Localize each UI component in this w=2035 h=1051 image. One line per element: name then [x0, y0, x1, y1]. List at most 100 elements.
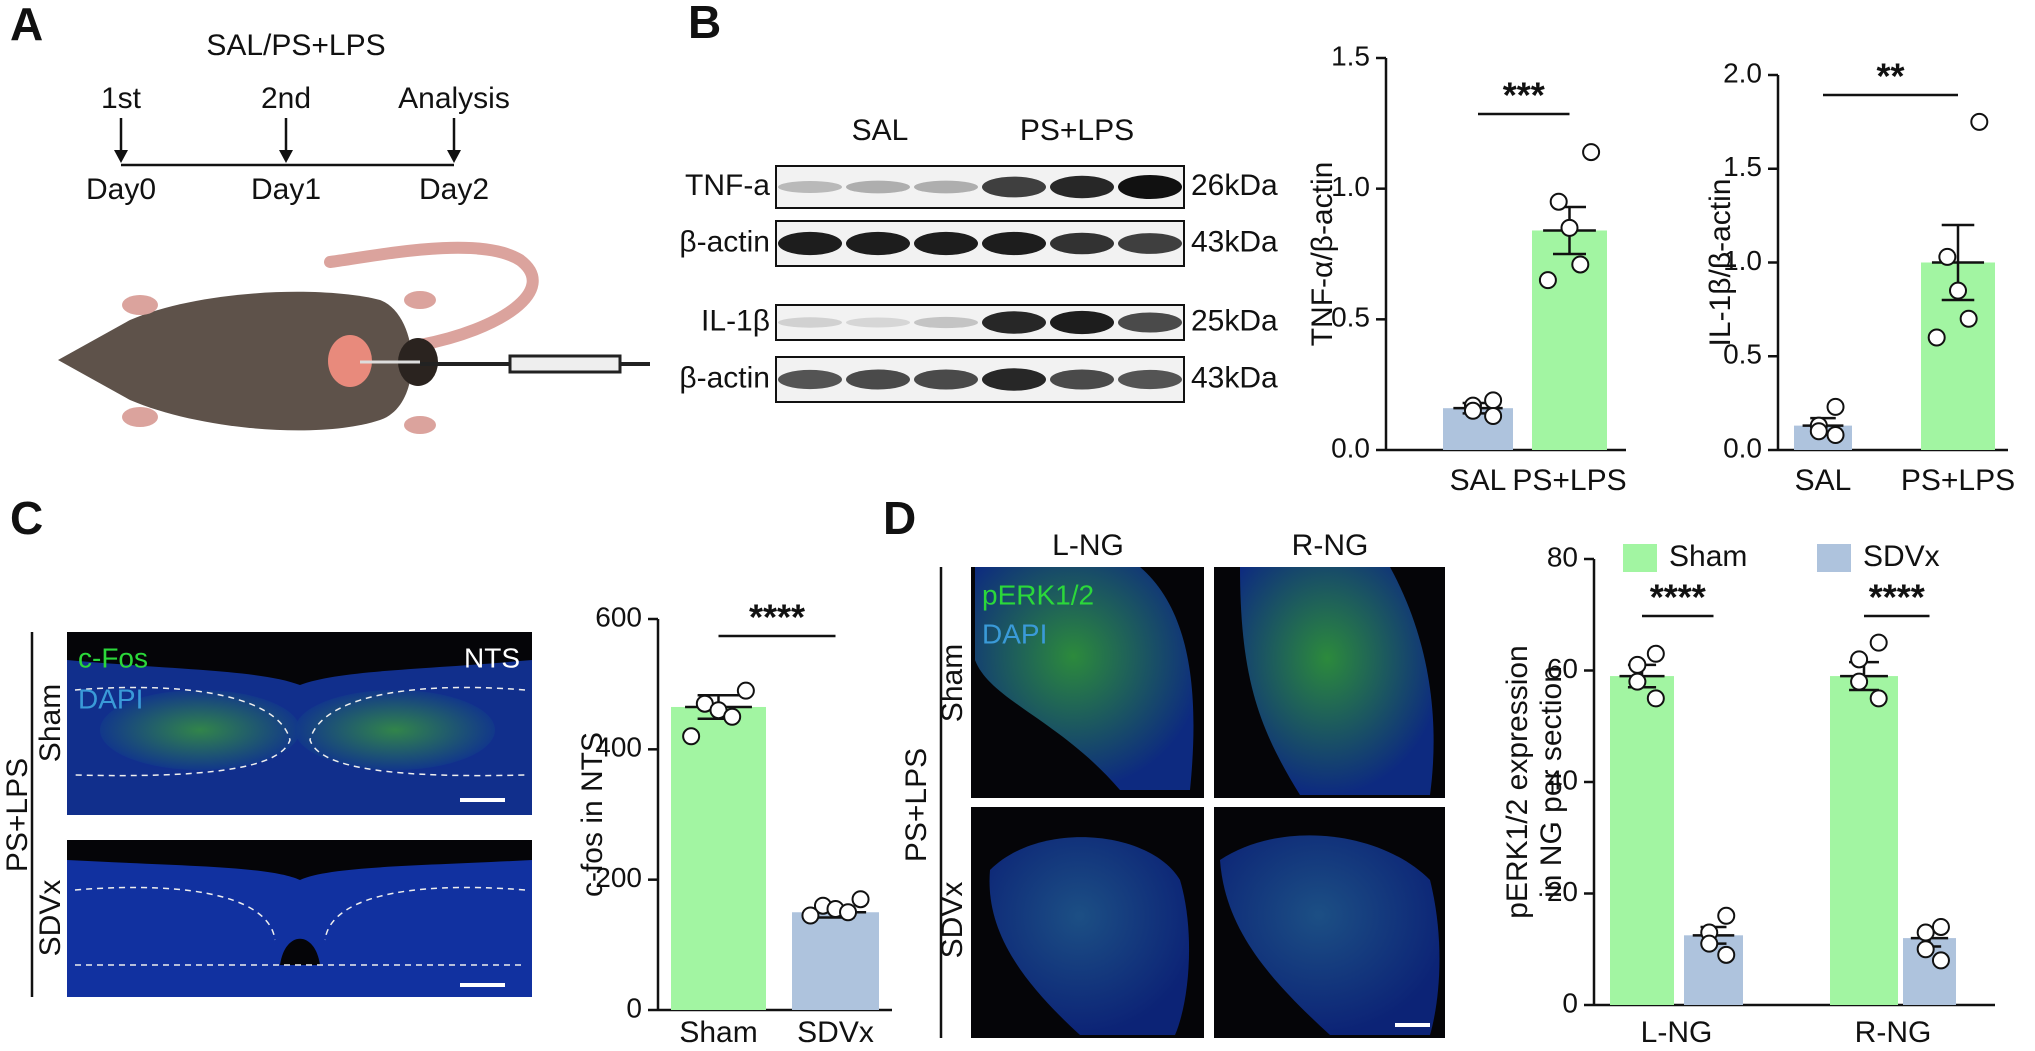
ganglion: [1220, 835, 1440, 1035]
stain-label: c-Fos: [78, 642, 148, 673]
ganglion: [1240, 567, 1434, 795]
blot-label: β-actin: [679, 225, 770, 258]
panel-label: B: [688, 0, 721, 48]
blot-group: PS+LPS: [1020, 114, 1134, 147]
bar: [1532, 230, 1607, 450]
data-point: [1484, 407, 1503, 426]
band: [914, 369, 978, 390]
stain-label: pERK1/2: [982, 579, 1094, 610]
stain-label: DAPI: [982, 618, 1047, 649]
paw: [122, 407, 158, 427]
data-point: [1646, 644, 1665, 663]
data-point: [1628, 672, 1647, 691]
day-label: Day0: [86, 173, 156, 206]
y-tick-label: 0.5: [1723, 339, 1762, 370]
data-point: [1809, 422, 1828, 441]
band: [778, 317, 842, 328]
y-tick-label: 1.0: [1723, 245, 1762, 276]
bar: [792, 912, 879, 1010]
arrow-head: [279, 150, 293, 163]
blot-frame: [775, 220, 1185, 267]
data-point: [1850, 650, 1869, 669]
blot-label: IL-1β: [701, 304, 770, 337]
row-label: SDVx: [936, 882, 969, 959]
y-tick-label: 0.0: [1723, 432, 1762, 463]
data-point: [1826, 397, 1845, 416]
y-tick-label: 1.5: [1723, 151, 1762, 182]
arrow-head: [114, 150, 128, 163]
blot-group: SAL: [852, 114, 909, 147]
blot-size: 43kDa: [1191, 225, 1278, 258]
y-tick-label: 60: [1547, 653, 1578, 684]
micrograph-void: [67, 632, 532, 685]
arrow-head: [447, 150, 461, 163]
data-point: [801, 906, 820, 925]
band: [846, 180, 910, 194]
band: [1118, 175, 1182, 199]
band: [846, 231, 910, 256]
x-tick-label: R-NG: [1855, 1016, 1932, 1049]
band: [1050, 232, 1114, 255]
data-point: [1571, 255, 1590, 274]
data-point: [1927, 328, 1946, 347]
data-point: [1826, 426, 1845, 444]
stain-label: DAPI: [78, 683, 143, 714]
data-point: [1538, 271, 1557, 290]
micrograph-void: [67, 840, 532, 880]
column-label: R-NG: [1292, 529, 1369, 562]
syringe: [508, 354, 622, 374]
y-tick-label: 1.5: [1331, 40, 1370, 71]
band: [982, 231, 1046, 256]
nucleus-region: [100, 690, 300, 770]
data-point: [1646, 689, 1665, 708]
data-point: [1850, 672, 1869, 691]
bar: [1610, 676, 1674, 1005]
data-point: [1717, 906, 1736, 925]
blot-size: 43kDa: [1191, 361, 1278, 394]
timeline-events: 1st Day0 2nd Day1 Analysis Day2: [86, 82, 510, 206]
body: [58, 291, 412, 431]
timeline-title: SAL/PS+LPS: [206, 29, 385, 62]
data-point: [1949, 281, 1967, 300]
data-point: [1869, 633, 1888, 652]
band: [914, 231, 978, 256]
micrograph-void: [280, 938, 320, 965]
data-point: [1959, 309, 1978, 328]
y-tick-label: 20: [1547, 876, 1578, 907]
blot-frame: [775, 356, 1185, 403]
nucleus-region: [295, 690, 495, 770]
y-tick-label: 0.5: [1331, 302, 1370, 333]
data-point: [1700, 934, 1719, 953]
y-tick-label: 0: [626, 992, 642, 1023]
outline: [74, 886, 526, 966]
data-point: [723, 707, 742, 726]
significance-label: **: [1876, 56, 1904, 97]
significance-label: ****: [1650, 577, 1706, 618]
y-axis-label: IL-1β/β-actin: [1704, 179, 1737, 347]
data-point: [851, 890, 870, 909]
band: [778, 231, 842, 256]
row-label: Sham: [936, 644, 969, 722]
day-label: Day2: [419, 173, 489, 206]
data-point: [1717, 945, 1736, 964]
band: [846, 369, 910, 390]
legend-label: SDVx: [1863, 540, 1940, 573]
blot-frame: [775, 304, 1185, 341]
event-label: Analysis: [398, 82, 510, 115]
y-axis-label: TNF-α/β-actin: [1306, 162, 1339, 347]
blot-frame: [775, 165, 1185, 209]
panel-label: A: [10, 0, 43, 50]
row-label: SDVx: [34, 880, 67, 957]
band: [1050, 369, 1114, 390]
blot-label: β-actin: [679, 361, 770, 394]
y-tick-label: 1.0: [1331, 171, 1370, 202]
data-point: [1938, 247, 1957, 266]
panel-label: C: [10, 492, 43, 544]
x-tick-label: SAL: [1450, 464, 1507, 497]
y-tick-label: 0: [1562, 987, 1578, 1018]
significance-label: ****: [1869, 577, 1925, 618]
data-point: [1463, 401, 1482, 420]
band: [982, 176, 1046, 198]
y-tick-label: 0.0: [1331, 432, 1370, 463]
